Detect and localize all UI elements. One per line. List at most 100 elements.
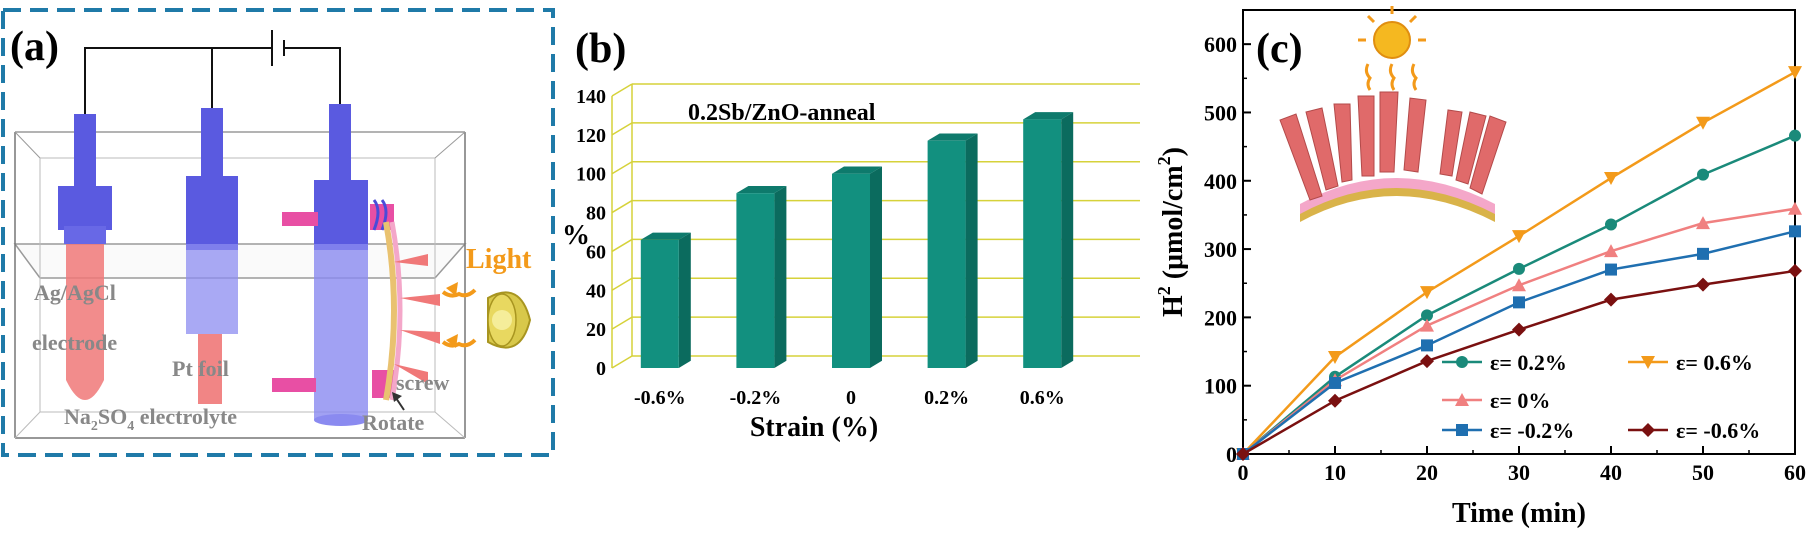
data-point	[1513, 262, 1525, 275]
bar-y-tick-label: 140	[576, 86, 606, 108]
rotate-label: Rotate	[362, 410, 425, 435]
legend-label: ε= 0%	[1490, 388, 1550, 413]
rotate-arrow-icon	[392, 392, 405, 411]
bar-y-tick-label: 0	[596, 358, 606, 380]
legend-label: ε= 0.2%	[1490, 350, 1567, 375]
legend-label: ε= -0.6%	[1676, 418, 1760, 443]
y-tick-label: 400	[1204, 169, 1237, 194]
data-point	[1697, 247, 1709, 260]
x-tick-label: 20	[1416, 460, 1438, 485]
bar-side	[870, 166, 882, 368]
data-point	[1236, 447, 1250, 461]
bar-grid-diagonal	[611, 238, 633, 253]
data-point	[1604, 244, 1618, 258]
data-point	[1789, 225, 1801, 238]
data-point	[1512, 230, 1526, 244]
data-point	[1788, 201, 1802, 215]
light-source-icon	[441, 282, 532, 349]
data-point	[1512, 278, 1526, 292]
panel-a-label: (a)	[10, 24, 59, 70]
data-point	[1420, 354, 1434, 369]
data-point	[1604, 292, 1618, 307]
data-point	[1697, 168, 1709, 181]
bar-top	[640, 232, 691, 240]
bar-y-tick-label: 80	[586, 203, 606, 225]
bar-y-tick-label: 60	[586, 241, 606, 263]
bar-grid-diagonal	[611, 161, 633, 175]
light-label: Light	[466, 244, 532, 275]
line-chart-x-axis-title: Time (min)	[1452, 498, 1586, 529]
data-point	[1604, 172, 1618, 186]
data-point	[1788, 66, 1802, 80]
x-tick-label: 0	[1238, 460, 1249, 485]
bar-grid-diagonal	[611, 199, 633, 214]
data-point	[1420, 286, 1434, 300]
bar-grid-diagonal	[611, 122, 633, 136]
bar-chart-bars	[640, 112, 1074, 368]
data-point	[1641, 423, 1655, 437]
bar-side	[1061, 112, 1074, 368]
bar-y-tick-label: 20	[586, 319, 606, 341]
bar-side	[965, 133, 978, 368]
bar-x-tick-label: 0.6%	[1020, 387, 1065, 409]
bar-grid-diagonal	[611, 83, 633, 97]
electrode-label: electrode	[32, 330, 117, 355]
y-tick-label: 600	[1204, 32, 1237, 57]
panel-c-label: (c)	[1256, 26, 1303, 72]
bar-chart-title: 0.2Sb/ZnO-anneal	[688, 100, 876, 126]
panel-a-dashed-border	[1, 8, 555, 457]
bar-y-tick-label: 100	[576, 164, 606, 186]
panel-c-line-chart: (c)	[1154, 6, 1806, 529]
legend-label: ε= -0.2%	[1490, 418, 1574, 443]
x-tick-label: 50	[1692, 460, 1714, 485]
screw-label: screw	[396, 370, 449, 395]
data-point	[1512, 322, 1526, 337]
bar	[640, 239, 679, 368]
bar-top	[832, 166, 882, 174]
ag-agcl-label: Ag/AgCl	[34, 280, 116, 305]
bar-chart-x-ticks: -0.6% -0.2% 0 0.2% 0.6%	[634, 387, 1065, 409]
bar	[1023, 119, 1062, 368]
bar-y-tick-label: 120	[576, 125, 606, 147]
y-tick-label: 300	[1204, 237, 1237, 262]
data-point	[1329, 376, 1341, 389]
data-point	[1696, 116, 1710, 130]
pt-foil-electrode	[186, 108, 238, 404]
working-electrode	[272, 104, 440, 426]
data-point	[1789, 129, 1801, 142]
line-chart-y-axis-title: H2 (μmol/cm2)	[1154, 147, 1189, 317]
y-tick-label: 100	[1204, 374, 1237, 399]
y-tick-label: 200	[1204, 305, 1237, 330]
bar-x-tick-label: 0.2%	[924, 387, 969, 409]
data-point	[1328, 393, 1342, 408]
electrolyte-label: Na2SO4 electrolyte	[64, 404, 237, 434]
data-point	[1420, 318, 1434, 332]
data-point	[1513, 296, 1525, 309]
data-point	[1788, 263, 1802, 278]
x-tick-label: 10	[1324, 460, 1346, 485]
bar-x-tick-label: -0.2%	[730, 387, 782, 409]
bar-top	[736, 185, 787, 194]
x-tick-label: 60	[1784, 460, 1806, 485]
panel-a-schematic: (a) Ag/AgCl electrode Pt foil Na2SO4 ele…	[1, 8, 555, 457]
bar-chart-y-ticks: 0 20 40 60 80 100 120 140	[576, 86, 606, 380]
bar-grid-diagonal	[611, 355, 633, 369]
data-point	[1421, 309, 1433, 322]
bar-top	[1023, 112, 1074, 120]
panel-b-label: (b)	[575, 26, 626, 72]
data-point	[1605, 218, 1617, 231]
bar	[832, 173, 870, 368]
bar-chart-y-axis-title: %	[562, 220, 590, 251]
data-point	[1456, 424, 1468, 436]
line-chart-legend: ε= 0.2% ε= 0.6% ε= 0% ε= -0.2% ε= -0.6%	[1442, 350, 1760, 443]
data-point	[1456, 356, 1468, 368]
circuit-wires	[84, 30, 341, 114]
bar	[736, 193, 775, 368]
data-point	[1696, 216, 1710, 230]
data-point	[1455, 393, 1469, 406]
bar-side	[678, 232, 691, 368]
data-point	[1328, 351, 1342, 365]
bar-side	[774, 185, 787, 368]
data-point	[1696, 277, 1710, 292]
